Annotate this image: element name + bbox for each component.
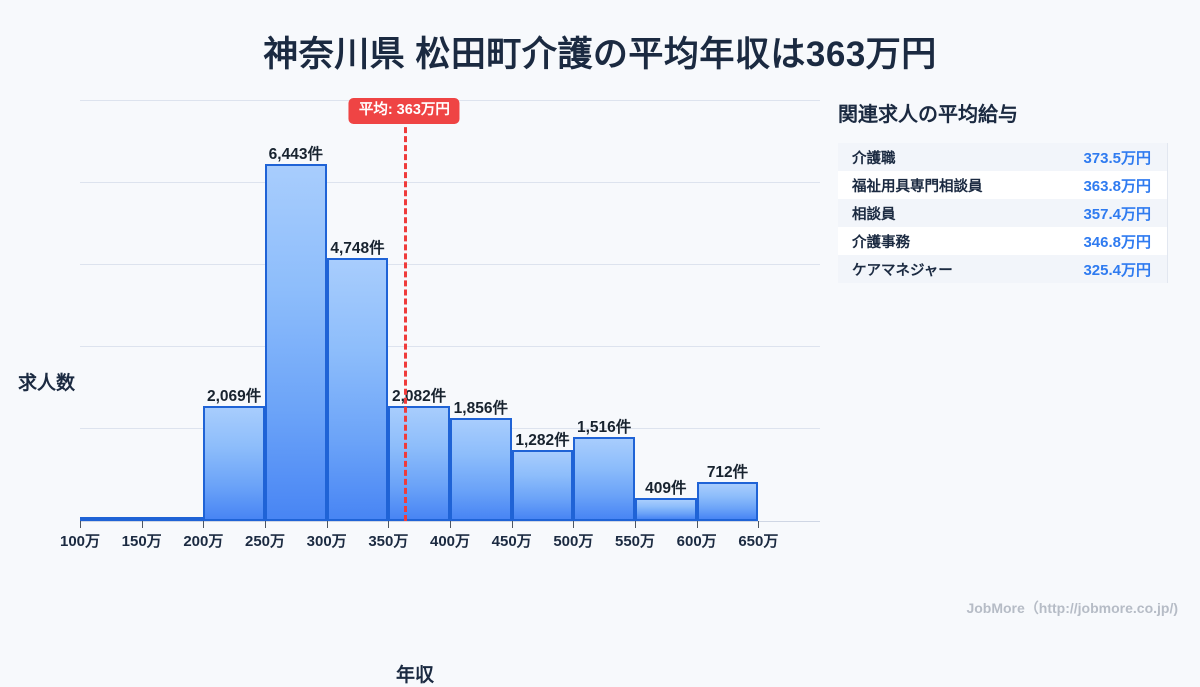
plot-area: 2,069件 6,443件 4,748件 2,082件 1,856件 1,282件 1,51… [80, 100, 820, 521]
footer-credit: JobMore（http://jobmore.co.jp/) [966, 600, 1178, 616]
x-tick [388, 521, 390, 528]
x-tick-label: 600万 [676, 533, 717, 550]
job-title-label: 福祉用具専門相談員 [852, 178, 983, 195]
related-salary-panel: 関連求人の平均給与 介護職 373.5万円福祉用具専門相談員 363.8万円相談員 3… [838, 98, 1168, 283]
x-tick-label: 250万 [244, 533, 286, 550]
bar [450, 418, 512, 521]
gridline [80, 264, 820, 265]
bar-value-label: 4,748件 [330, 239, 385, 257]
bar [696, 481, 759, 521]
x-tick [635, 521, 636, 528]
average-salary-value: 373.5万円 [1083, 149, 1151, 167]
average-salary-value: 325.4万円 [1083, 261, 1151, 279]
x-tick-label: 450万 [491, 533, 532, 550]
x-tick-label: 650万 [738, 533, 779, 550]
bar [388, 405, 450, 521]
x-tick-label: 500万 [553, 533, 594, 550]
x-tick [203, 521, 205, 528]
chart-region: 求人数 2,069件 6,443件 4,748件 2,082件 1,856件 1,282件… [0, 90, 830, 686]
x-tick-label: 400万 [429, 533, 471, 550]
bar-value-label: 2,069件 [207, 388, 262, 406]
x-tick-label: 100万 [59, 533, 101, 550]
job-title-label: 相談員 [852, 206, 896, 223]
bars-layer: 2,069件 6,443件 4,748件 2,082件 1,856件 1,282件 1,51… [80, 100, 820, 521]
bar-value-label: 1,856件 [453, 400, 508, 418]
side-panel-title: 関連求人の平均給与 [838, 104, 1018, 126]
x-tick [511, 521, 513, 528]
table-row: 介護職 373.5万円 [838, 143, 1167, 171]
bar [635, 498, 697, 521]
job-title-label: 介護事務 [852, 234, 910, 251]
average-salary-value: 346.8万円 [1083, 233, 1151, 251]
x-tick [758, 521, 760, 528]
gridline [80, 182, 820, 183]
x-tick [573, 521, 575, 528]
table-row: ケアマネジャー 325.4万円 [838, 255, 1167, 283]
x-tick-label: 550万 [614, 533, 656, 550]
bar [511, 449, 574, 521]
bar-value-label: 6,443件 [268, 146, 323, 164]
average-line [404, 100, 408, 521]
x-axis-title: 年収 [395, 665, 434, 686]
bar [573, 437, 635, 521]
bar-value-label: 712件 [706, 463, 749, 481]
bar-value-label: 409件 [645, 480, 687, 498]
bar [265, 164, 327, 521]
x-tick-label: 300万 [306, 533, 347, 550]
x-tick-label: 200万 [183, 533, 224, 550]
table-row: 介護事務 346.8万円 [838, 227, 1167, 255]
table-row: 福祉用具専門相談員 363.8万円 [838, 171, 1167, 199]
table-row: 相談員 357.4万円 [838, 199, 1167, 227]
x-tick-label: 150万 [121, 533, 162, 550]
x-tick-label: 350万 [368, 533, 409, 550]
bar-value-label: 1,516件 [577, 419, 632, 437]
bar [326, 258, 389, 521]
x-tick [450, 521, 451, 528]
x-tick [696, 521, 698, 528]
bar-value-label: 1,282件 [515, 431, 570, 449]
page-title: 神奈川県 松田町介護の平均年収は363万円 [263, 35, 937, 74]
bar-value-label: 2,082件 [392, 387, 447, 405]
related-salary-table: 介護職 373.5万円福祉用具専門相談員 363.8万円相談員 357.4万円介護事務… [838, 143, 1168, 283]
gridline [80, 346, 820, 347]
average-badge: 平均: 363万円 [348, 98, 460, 124]
x-tick [326, 521, 328, 528]
x-tick [141, 521, 143, 528]
x-tick [265, 521, 266, 528]
job-title-label: ケアマネジャー [852, 262, 953, 279]
bar [80, 517, 142, 521]
job-title-label: 介護職 [852, 150, 896, 167]
x-tick [80, 521, 81, 528]
bar [203, 406, 265, 521]
average-salary-value: 357.4万円 [1083, 205, 1151, 223]
average-salary-value: 363.8万円 [1083, 177, 1151, 195]
y-axis-title: 求人数 [18, 373, 76, 394]
bar [141, 517, 204, 521]
